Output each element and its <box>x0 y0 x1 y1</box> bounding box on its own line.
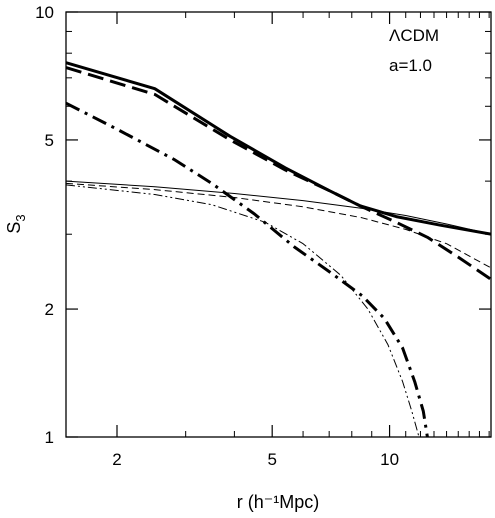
x-tick-label: 10 <box>380 450 399 469</box>
y-axis-label: S3 <box>4 214 28 233</box>
y-tick-label: 5 <box>45 131 54 150</box>
plot-frame <box>65 11 492 438</box>
series-line-dashed-thin <box>66 182 491 269</box>
y-tick-label: 1 <box>45 428 54 447</box>
series-line-solid-thin <box>66 180 491 235</box>
series-line-dashdot-thick <box>66 101 429 437</box>
y-tick-label: 2 <box>45 300 54 319</box>
series-line-dashed-thick <box>66 66 491 281</box>
y-tick-label: 10 <box>35 3 54 22</box>
x-axis-label: r (h⁻¹Mpc) <box>237 492 320 512</box>
series-line-solid-thick <box>66 61 491 236</box>
series-line-dashdotdot-thin <box>66 184 420 437</box>
annotation-model: ΛCDM <box>389 26 439 45</box>
y-axis-label-main: S <box>4 222 24 234</box>
annotation-scale-factor: a=1.0 <box>389 56 432 75</box>
x-tick-label: 5 <box>267 450 276 469</box>
series-layer <box>66 61 491 437</box>
axis-ticks <box>66 11 491 438</box>
tick-labels: 2 5 10 1 2 5 10 <box>35 3 399 469</box>
x-tick-label: 2 <box>112 450 121 469</box>
y-axis-label-subscript: 3 <box>13 214 28 221</box>
